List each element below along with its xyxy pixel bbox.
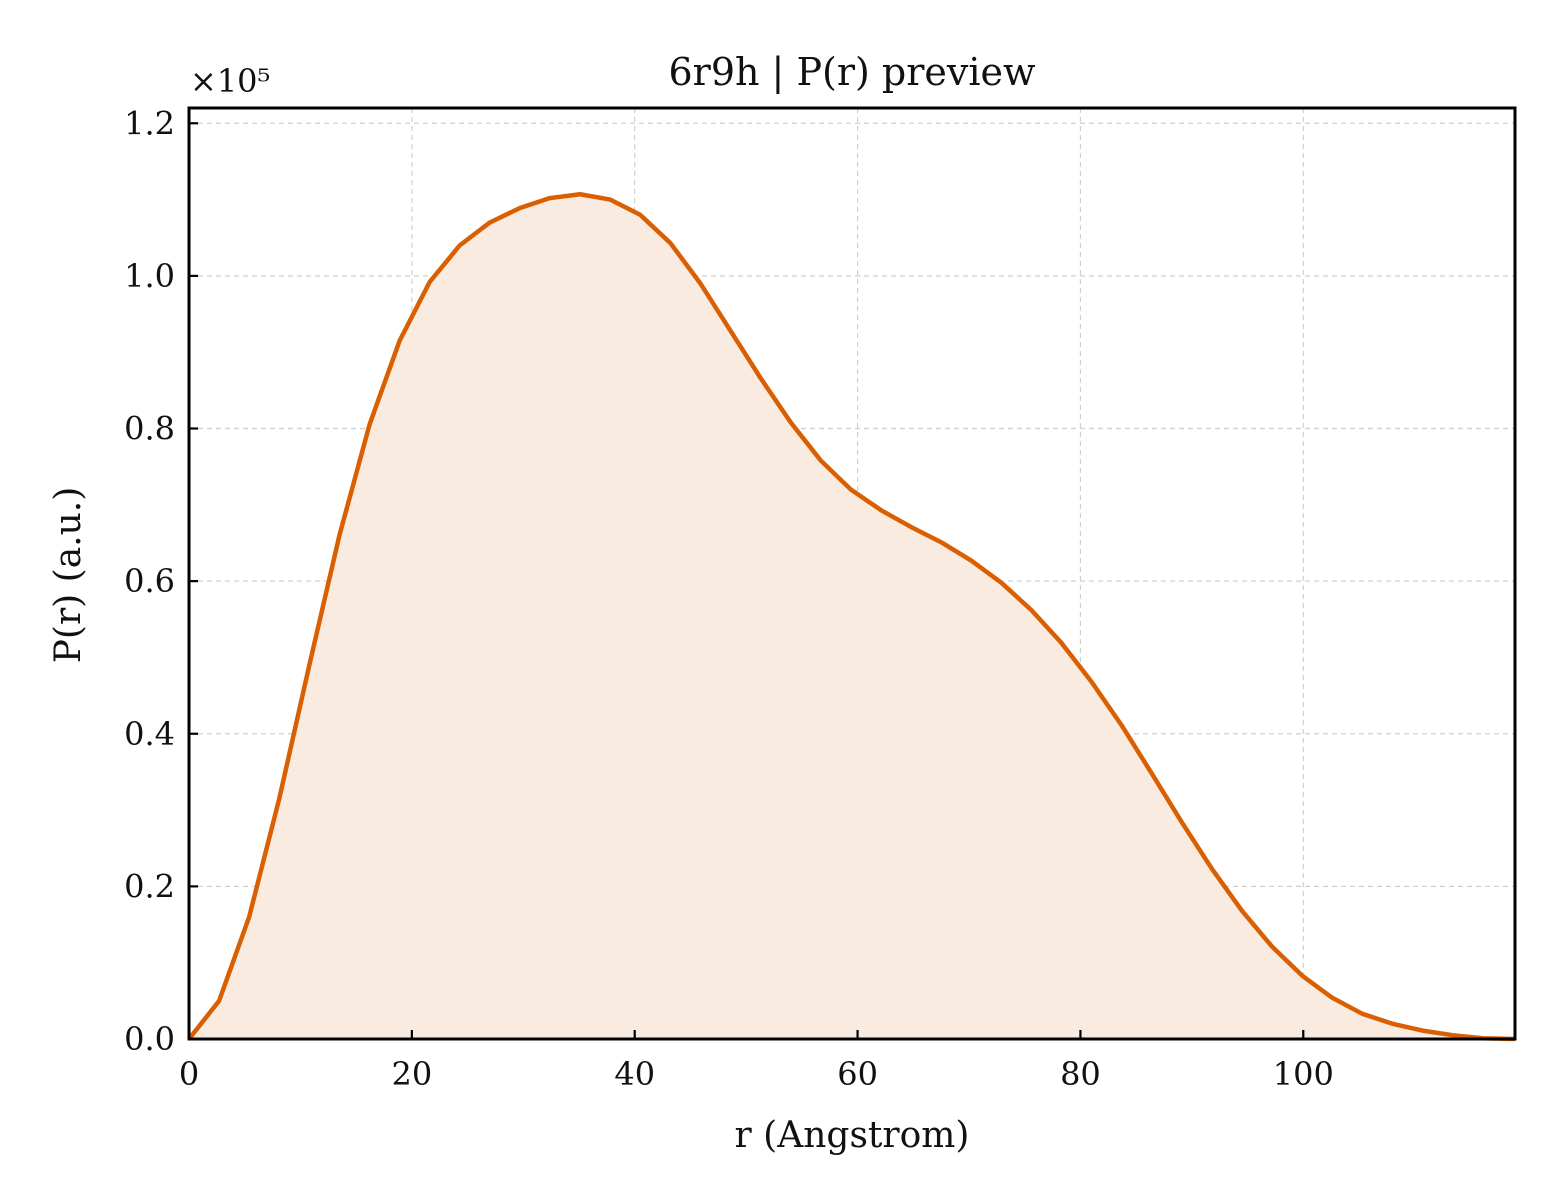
x-tick-label: 20 <box>391 1055 432 1093</box>
x-tick-label: 40 <box>614 1055 655 1093</box>
y-tick-label: 0.2 <box>124 867 175 905</box>
y-tick-label: 0.0 <box>124 1020 175 1058</box>
x-tick-label: 100 <box>1273 1055 1334 1093</box>
y-tick-label: 1.2 <box>124 104 175 142</box>
y-tick-label: 0.4 <box>124 715 175 753</box>
x-axis-label: r (Angstrom) <box>735 1115 970 1156</box>
pr-area-fill <box>189 194 1515 1040</box>
plot-frame <box>187 106 1517 1041</box>
y-offset-text: ×10⁵ <box>190 62 270 100</box>
area-layer <box>187 191 1516 1042</box>
chart-title: 6r9h | P(r) preview <box>668 50 1036 94</box>
y-axis-label: P(r) (a.u.) <box>48 487 89 664</box>
x-tick-label: 60 <box>837 1055 878 1093</box>
x-tick-label: 0 <box>179 1055 199 1093</box>
x-tick-label: 80 <box>1060 1055 1101 1093</box>
y-tick-label: 0.8 <box>124 410 175 448</box>
ticks: 0 20 40 60 80 100 0.0 0.2 0.4 0.6 0.8 1.0 1.2 <box>124 104 1334 1093</box>
pr-curve-line <box>187 191 1516 1042</box>
y-tick-label: 0.6 <box>124 562 175 600</box>
y-tick-label: 1.0 <box>124 257 175 295</box>
